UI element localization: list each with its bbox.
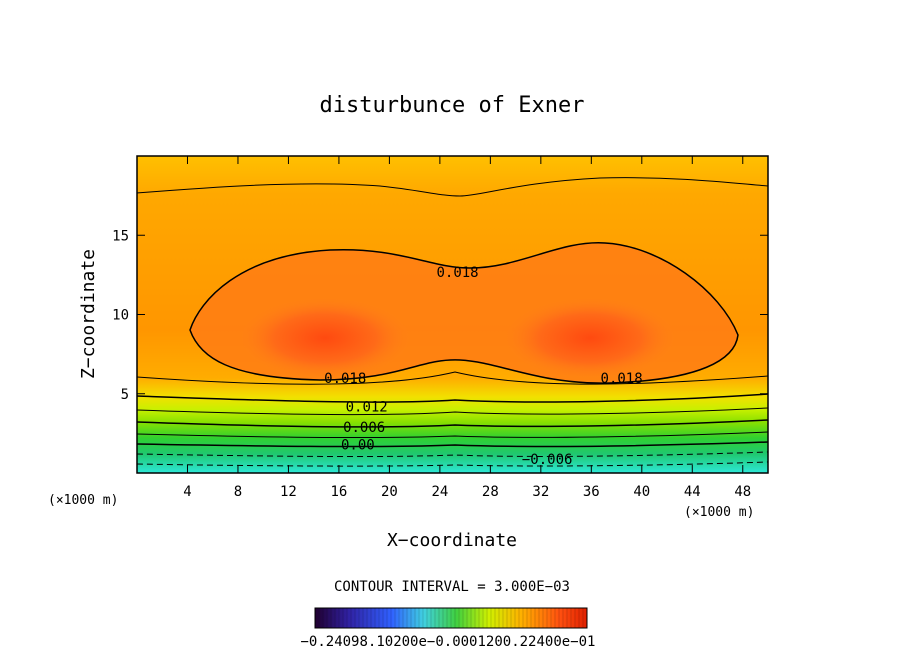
x-tick-label: 40 [633,484,650,500]
y-tick-label: 10 [112,308,129,324]
x-axis-label: X−coordinate [387,530,517,551]
colorbar-stripes [314,608,588,628]
contour-label: 0.012 [346,400,388,416]
contour-interval: CONTOUR INTERVAL = 3.000E−03 [334,579,570,595]
chart-title: disturbunce of Exner [320,93,585,118]
contour-line-000 [136,441,769,448]
y-axis-label: Z−coordinate [78,249,99,379]
contour-fill [137,156,768,473]
contour-label: 0.018 [601,371,643,387]
x-tick-label: 20 [381,484,398,500]
contour-label: 0.00 [341,438,375,454]
x-tick-label: 4 [183,484,191,500]
y-unit-label: (×1000 m) [48,493,118,508]
colorbar [314,607,588,629]
hot-spot-left [240,298,410,378]
contour-label: 0.018 [324,371,366,387]
contour-lines [136,177,769,467]
x-tick-label: 16 [330,484,347,500]
colorbar-tick-labels: −0.24098.10200e−0.0001200.22400e−01 [300,634,595,650]
x-tick-label: 48 [734,484,751,500]
x-axis-ticks: 4 8 12 16 20 24 28 32 36 40 44 48 [183,156,751,500]
contour-line-neg006 [136,461,769,467]
contour-line-neg003 [136,451,769,458]
contour-line-015 [136,371,769,385]
contour-line-012 [136,393,769,403]
x-tick-label: 36 [583,484,600,500]
x-tick-label: 32 [532,484,549,500]
colorbar-gradient [315,608,587,628]
y-tick-label: 15 [112,228,129,244]
contour-line-006 [136,419,769,428]
x-tick-label: 8 [234,484,242,500]
y-tick-label: 5 [121,387,129,403]
contour-line-018 [189,242,739,384]
contour-labels: 0.018 0.018 0.018 0.012 0.006 0.00 −0.006 [324,265,643,468]
contour-line-009 [136,407,769,416]
x-tick-label: 28 [482,484,499,500]
x-unit-label: (×1000 m) [684,505,754,520]
contour-label: 0.006 [343,420,385,436]
hot-spot-right [505,298,675,378]
colorbar-frame [314,607,588,629]
x-tick-label: 12 [280,484,297,500]
contour-label: −0.006 [522,452,573,468]
y-axis-ticks: 5 10 15 [112,228,768,403]
x-tick-label: 24 [431,484,448,500]
contour-line-top [136,177,769,197]
x-tick-label: 44 [684,484,701,500]
contour-line-003 [136,431,769,438]
contour-label: 0.018 [436,265,478,281]
